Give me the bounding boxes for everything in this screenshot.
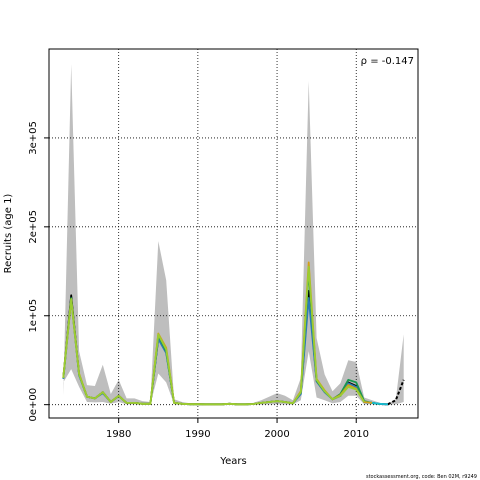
series-line-7 (62, 265, 365, 406)
y-tick-label: 2e+05 (28, 210, 39, 244)
rho-annotation: ρ = -0.147 (361, 56, 414, 67)
tick-layer: 1980 1990 2000 2010 0e+00 1e+05 2e+05 3e+05 (28, 121, 369, 440)
x-tick-label: 2000 (264, 429, 289, 440)
footer-credit: stockassessment.org, code: Ben 02M, r924… (366, 474, 477, 480)
x-tick-label: 1980 (106, 429, 131, 440)
y-tick-label: 0e+00 (28, 388, 39, 422)
series-line-2 (387, 379, 405, 406)
series-layer (62, 261, 405, 406)
y-tick-label: 1e+05 (28, 299, 39, 333)
y-tick-label: 3e+05 (28, 121, 39, 155)
y-axis-title: Recruits (age 1) (3, 194, 14, 274)
x-tick-label: 2010 (344, 429, 369, 440)
plot-frame (48, 48, 419, 419)
x-axis-title: Years (219, 456, 246, 467)
x-tick-label: 1990 (185, 429, 210, 440)
